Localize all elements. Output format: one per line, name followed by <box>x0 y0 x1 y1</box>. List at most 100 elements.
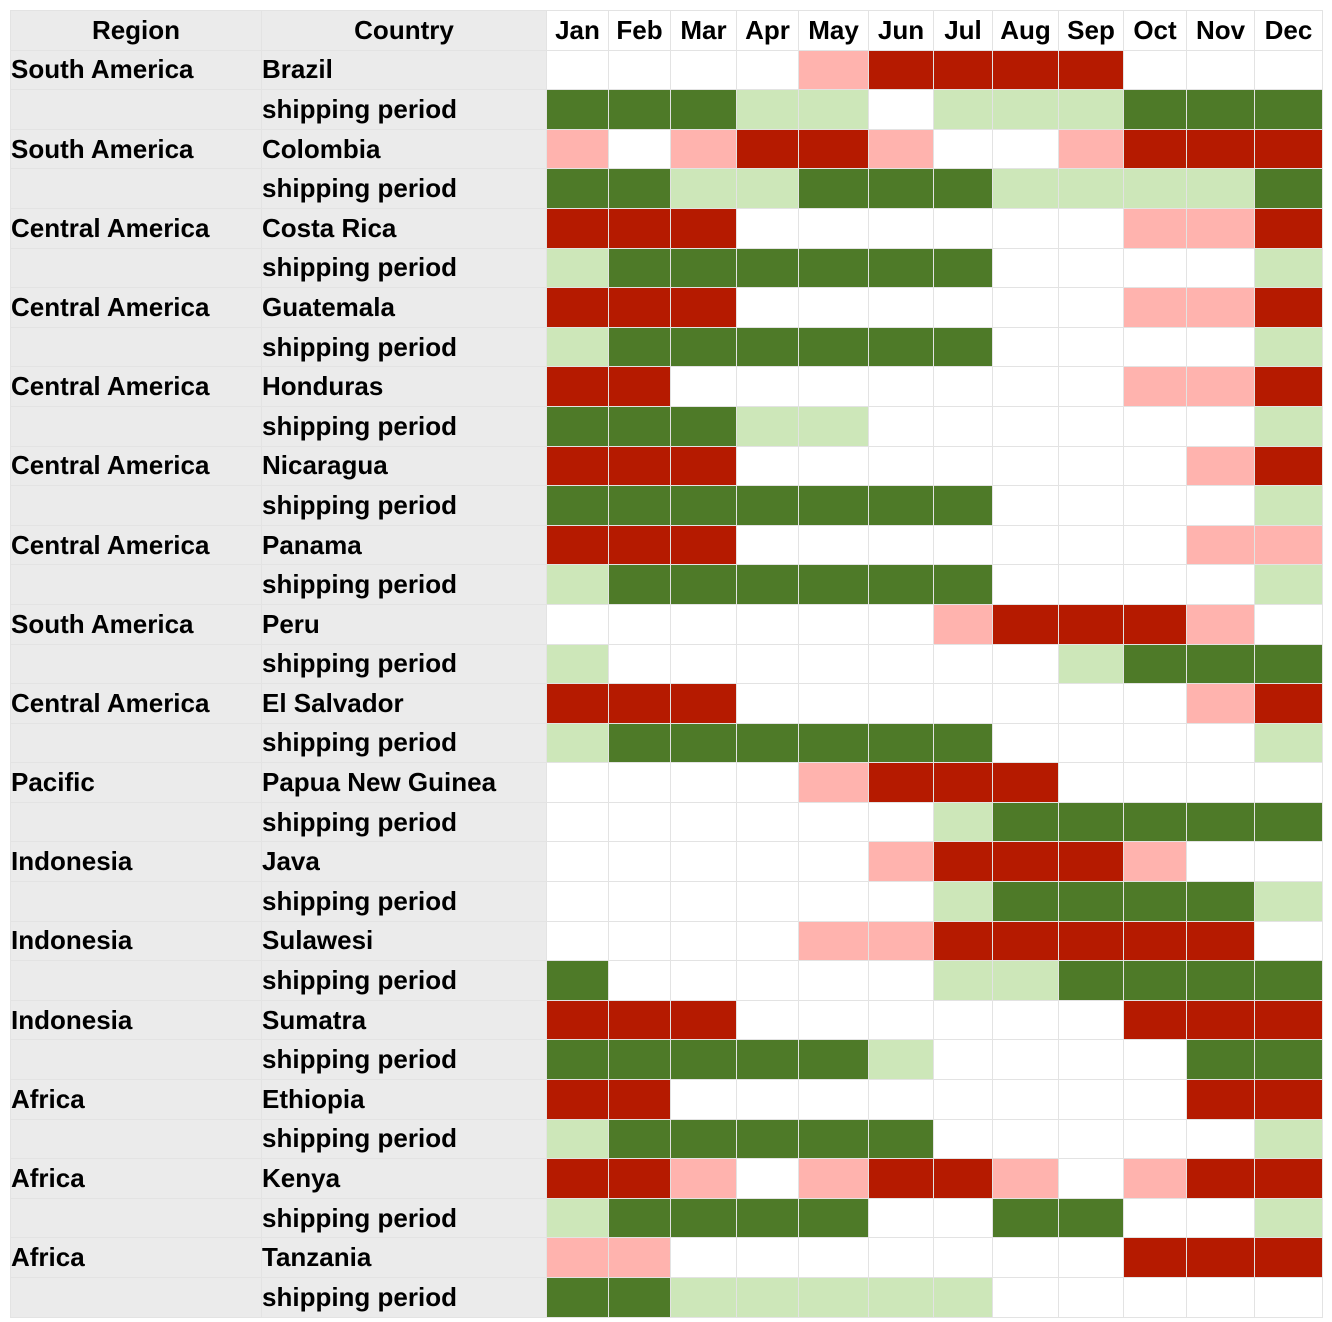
heat-cell-dec <box>1254 643 1323 685</box>
heat-cell-apr <box>736 247 799 289</box>
harvest-row: Africa Ethiopia <box>10 1079 1323 1120</box>
heat-cell-feb <box>608 1039 671 1081</box>
shipping-row: shipping period <box>10 881 1323 922</box>
heat-cell-mar <box>670 207 737 249</box>
heat-cell-jun <box>868 366 934 407</box>
heat-cell-jun <box>868 1039 934 1081</box>
heat-cell-jan <box>546 445 609 487</box>
heat-cell-aug <box>992 683 1059 724</box>
heat-cell-apr <box>736 881 799 922</box>
shipping-period-label: shipping period <box>261 247 547 289</box>
heat-cell-mar <box>670 1237 737 1278</box>
heat-cell-mar <box>670 881 737 922</box>
heat-cell-mar <box>670 1158 737 1199</box>
heat-cell-may <box>798 1197 869 1239</box>
country-cell: El Salvador <box>261 683 547 724</box>
heat-cell-jun <box>868 485 934 526</box>
heat-cell-may <box>798 999 869 1041</box>
heat-cell-feb <box>608 1197 671 1239</box>
heat-cell-aug <box>992 1158 1059 1199</box>
region-cell: Central America <box>10 287 262 328</box>
heat-cell-jan <box>546 564 609 605</box>
heat-cell-aug <box>992 999 1059 1041</box>
heat-cell-sep <box>1058 366 1124 407</box>
heat-cell-sep <box>1058 643 1124 685</box>
heat-cell-nov <box>1186 801 1255 843</box>
heat-cell-jun <box>868 603 934 645</box>
heat-cell-jun <box>868 1197 934 1239</box>
region-cell <box>10 564 262 605</box>
harvest-row: Indonesia Sulawesi <box>10 920 1323 962</box>
shipping-period-label: shipping period <box>261 1277 547 1318</box>
shipping-row: shipping period <box>10 485 1323 526</box>
heat-cell-sep <box>1058 1277 1124 1318</box>
heat-cell-aug <box>992 168 1059 209</box>
heat-cell-may <box>798 1237 869 1278</box>
heat-cell-jun <box>868 999 934 1041</box>
heat-cell-may <box>798 1118 869 1160</box>
heat-cell-apr <box>736 326 799 368</box>
heat-cell-sep <box>1058 485 1124 526</box>
heat-cell-oct <box>1123 405 1187 447</box>
region-cell <box>10 960 262 1001</box>
month-header-jul: Jul <box>933 10 993 51</box>
heat-cell-oct <box>1123 722 1187 764</box>
heat-cell-dec <box>1254 564 1323 605</box>
heat-cell-oct <box>1123 366 1187 407</box>
heat-cell-oct <box>1123 1237 1187 1278</box>
heat-cell-oct <box>1123 485 1187 526</box>
heat-cell-nov <box>1186 49 1255 91</box>
country-cell: Java <box>261 841 547 883</box>
heat-cell-oct <box>1123 326 1187 368</box>
shipping-period-label: shipping period <box>261 881 547 922</box>
heat-cell-jan <box>546 841 609 883</box>
region-column-header: Region <box>10 10 262 51</box>
heat-cell-may <box>798 841 869 883</box>
heat-cell-feb <box>608 405 671 447</box>
heat-cell-jul <box>933 920 993 962</box>
heat-cell-may <box>798 643 869 685</box>
heat-cell-jan <box>546 366 609 407</box>
heat-cell-oct <box>1123 1079 1187 1120</box>
heat-cell-jun <box>868 168 934 209</box>
heat-cell-may <box>798 1039 869 1081</box>
country-cell: Honduras <box>261 366 547 407</box>
heat-cell-dec <box>1254 683 1323 724</box>
shipping-row: shipping period <box>10 722 1323 764</box>
region-cell: South America <box>10 49 262 91</box>
shipping-row: shipping period <box>10 247 1323 289</box>
heat-cell-apr <box>736 841 799 883</box>
harvest-row: Indonesia Sumatra <box>10 999 1323 1041</box>
heat-cell-jun <box>868 49 934 91</box>
heat-cell-sep <box>1058 168 1124 209</box>
region-cell <box>10 89 262 130</box>
heat-cell-nov <box>1186 1158 1255 1199</box>
heat-cell-nov <box>1186 366 1255 407</box>
heat-cell-feb <box>608 366 671 407</box>
heat-cell-jun <box>868 841 934 883</box>
heat-cell-dec <box>1254 366 1323 407</box>
region-cell <box>10 881 262 922</box>
heat-cell-apr <box>736 960 799 1001</box>
month-header-may: May <box>798 10 869 51</box>
heat-cell-apr <box>736 603 799 645</box>
heat-cell-mar <box>670 683 737 724</box>
heat-cell-nov <box>1186 485 1255 526</box>
heat-cell-dec <box>1254 1158 1323 1199</box>
heat-cell-oct <box>1123 564 1187 605</box>
heat-cell-aug <box>992 841 1059 883</box>
heat-cell-oct <box>1123 841 1187 883</box>
heat-cell-apr <box>736 49 799 91</box>
country-cell: Ethiopia <box>261 1079 547 1120</box>
heat-cell-nov <box>1186 564 1255 605</box>
heat-cell-jul <box>933 841 993 883</box>
heat-cell-feb <box>608 1237 671 1278</box>
month-header-oct: Oct <box>1123 10 1187 51</box>
heat-cell-sep <box>1058 128 1124 170</box>
heat-cell-nov <box>1186 643 1255 685</box>
heat-cell-jan <box>546 1197 609 1239</box>
heat-cell-may <box>798 564 869 605</box>
heat-cell-jul <box>933 168 993 209</box>
header-row: Region Country Jan Feb Mar Apr May Jun Jul Aug S… <box>10 10 1323 51</box>
heat-cell-dec <box>1254 722 1323 764</box>
